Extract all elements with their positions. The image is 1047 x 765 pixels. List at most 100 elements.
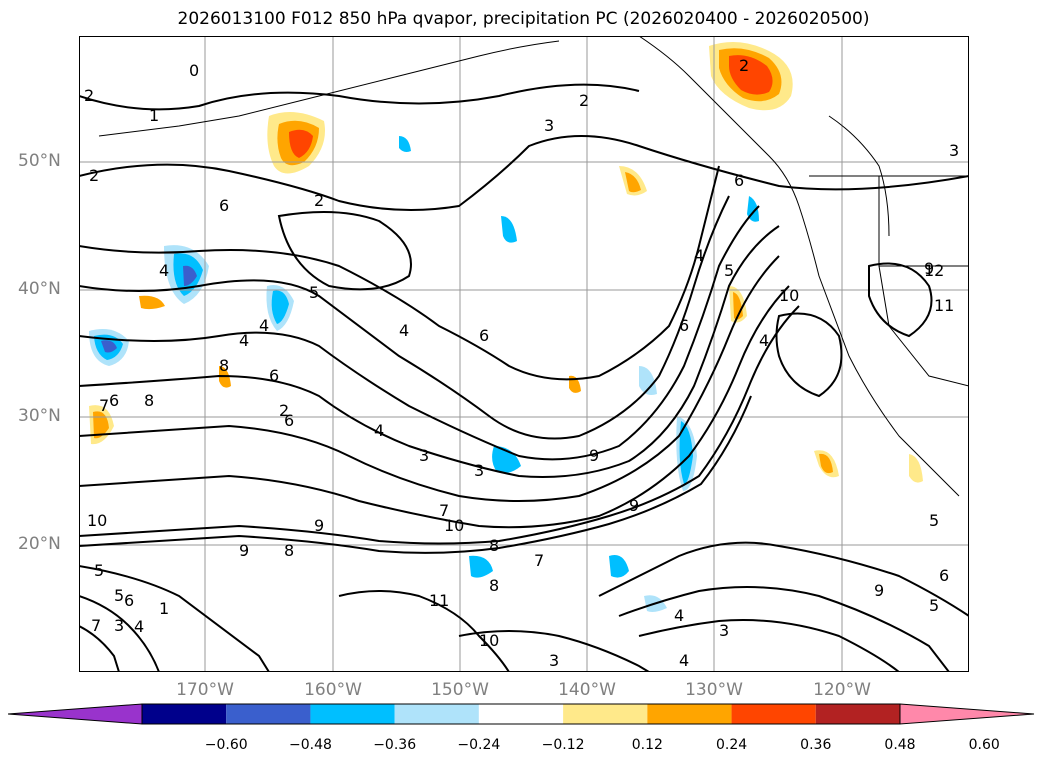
contour-label: 10 — [444, 516, 464, 535]
contour-label: 5 — [114, 586, 124, 605]
contour-label: 2 — [579, 91, 589, 110]
lon-label-130w: 130°W — [685, 680, 743, 700]
colorbar-cell — [731, 704, 816, 724]
contour-label: 9 — [629, 496, 639, 515]
lon-label-170w: 170°W — [176, 680, 234, 700]
graticule — [79, 36, 969, 672]
contour-label: 9 — [924, 259, 934, 278]
contour-label: 6 — [734, 171, 744, 190]
contour-label: 2 — [89, 166, 99, 185]
colorbar-tick-label: 0.12 — [631, 737, 663, 753]
contour-label: 10 — [479, 631, 499, 650]
colorbar — [8, 703, 1035, 725]
map-title: 2026013100 F012 850 hPa qvapor, precipit… — [177, 9, 870, 29]
colorbar-cell — [310, 704, 395, 724]
map-border — [79, 36, 969, 672]
contour-label: 4 — [679, 651, 689, 670]
contour-label: 11 — [429, 591, 449, 610]
contour-label: 6 — [124, 591, 134, 610]
contour-label: 2 — [739, 56, 749, 75]
contour-label: 6 — [284, 411, 294, 430]
colorbar-extend-max — [899, 703, 1035, 725]
contour-label: 8 — [284, 541, 294, 560]
colorbar-tick-label: −0.48 — [288, 737, 332, 753]
contour-label: 8 — [144, 391, 154, 410]
contour-label: 4 — [399, 321, 409, 340]
lon-label-140w: 140°W — [558, 680, 616, 700]
colorbar-cell — [647, 704, 732, 724]
contour-label: 7 — [99, 396, 109, 415]
qvapor-contour-layer — [79, 83, 969, 672]
colorbar-outline — [141, 703, 901, 725]
contour-label: 9 — [239, 541, 249, 560]
contour-label: 7 — [534, 551, 544, 570]
coastline-layer — [98, 36, 969, 497]
lat-label-20n: 20°N — [18, 534, 61, 554]
colorbar-tick-label: 0.36 — [800, 737, 832, 753]
colorbar-cell — [226, 704, 311, 724]
contour-label: 4 — [239, 331, 249, 350]
contour-label: 3 — [114, 616, 124, 635]
contour-label: 6 — [219, 196, 229, 215]
contour-label: 4 — [374, 421, 384, 440]
colorbar-tick-label: −0.36 — [373, 737, 417, 753]
contour-label: 3 — [419, 446, 429, 465]
contour-label: 4 — [134, 617, 144, 636]
colorbar-cell — [478, 704, 564, 724]
colorbar-extend-min — [8, 703, 143, 725]
colorbar-cell — [815, 704, 900, 724]
contour-label: 12 — [924, 261, 944, 280]
contour-label: 2 — [314, 191, 324, 210]
contour-label: 9 — [874, 581, 884, 600]
colorbar-tick-label: −0.60 — [204, 737, 248, 753]
colorbar-cell — [394, 704, 479, 724]
contour-label: 3 — [474, 461, 484, 480]
contour-label: 8 — [489, 536, 499, 555]
colorbar-tick-label: −0.12 — [541, 737, 585, 753]
contour-label: 8 — [489, 576, 499, 595]
contour-label: 5 — [94, 561, 104, 580]
contour-label: 8 — [219, 356, 229, 375]
lon-label-120w: 120°W — [813, 680, 871, 700]
colorbar-cell — [142, 704, 227, 724]
contour-label: 7 — [439, 501, 449, 520]
lon-label-160w: 160°W — [304, 680, 362, 700]
precipitation-fill-layer — [89, 42, 923, 612]
lat-label-40n: 40°N — [18, 279, 61, 299]
contour-label: 6 — [479, 326, 489, 345]
colorbar-tick-label: 0.60 — [968, 737, 1000, 753]
lon-label-150w: 150°W — [431, 680, 489, 700]
contour-label: 3 — [949, 141, 959, 160]
contour-label: 4 — [694, 246, 704, 265]
contour-label: 6 — [269, 366, 279, 385]
contour-label: 10 — [87, 511, 107, 530]
contour-label: 4 — [159, 261, 169, 280]
contour-label: 11 — [934, 296, 954, 315]
contour-label: 0 — [189, 61, 199, 80]
contour-label: 1 — [149, 106, 159, 125]
colorbar-cell — [563, 704, 648, 724]
colorbar-tick-label: 0.48 — [884, 737, 916, 753]
contour-label: 4 — [759, 331, 769, 350]
contour-label: 6 — [109, 391, 119, 410]
contour-label: 2 — [84, 86, 94, 105]
contour-label: 3 — [719, 621, 729, 640]
contour-label: 2 — [279, 401, 289, 420]
contour-label: 4 — [674, 606, 684, 625]
contour-label: 7 — [91, 616, 101, 635]
contour-label: 3 — [544, 116, 554, 135]
colorbar-tick-label: −0.24 — [457, 737, 501, 753]
lat-label-30n: 30°N — [18, 406, 61, 426]
contour-label: 5 — [724, 261, 734, 280]
contour-label: 5 — [309, 283, 319, 302]
contour-label: 4 — [259, 316, 269, 335]
contour-label: 6 — [679, 316, 689, 335]
contour-label: 5 — [929, 596, 939, 615]
contour-label: 3 — [549, 651, 559, 670]
colorbar-tick-label: 0.24 — [715, 737, 748, 753]
contour-label: 5 — [929, 511, 939, 530]
contour-label: 9 — [314, 516, 324, 535]
contour-label: 1 — [159, 599, 169, 618]
